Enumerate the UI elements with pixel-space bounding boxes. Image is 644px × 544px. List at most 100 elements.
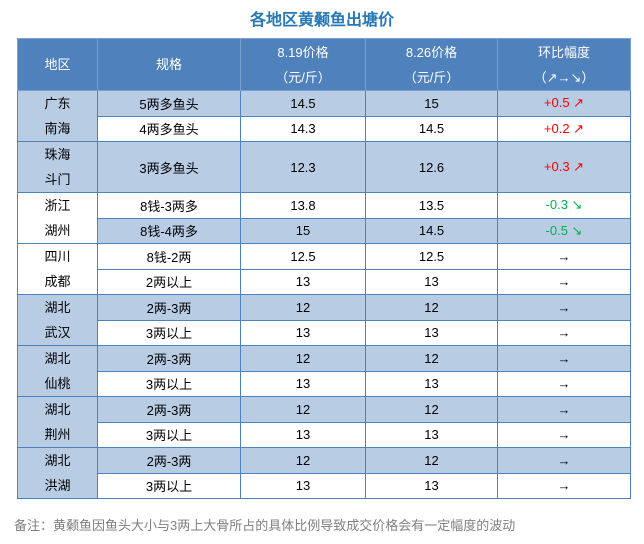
table-row: 2两以上 13 13 →	[18, 268, 631, 295]
price-826-cell: 15	[365, 90, 498, 117]
region-line: 湖北	[44, 402, 71, 417]
table-row: 8钱-4两多 15 14.5 -0.5 ↘	[18, 217, 631, 244]
price-819-cell: 12	[240, 294, 366, 321]
table-row: 四川 成都 8钱-2两 12.5 12.5 →	[17, 243, 631, 295]
price-826-cell: 13	[365, 268, 498, 295]
region-cell: 湖北 仙桃	[17, 345, 98, 397]
table-row: 湖北 荆州 2两-3两 12 12 →	[17, 396, 631, 448]
region-line: 荆州	[44, 427, 71, 442]
region-cell: 四川 成都	[17, 243, 98, 295]
price-819-cell: 14.3	[240, 115, 366, 142]
region-cell: 广东 南海	[17, 90, 98, 142]
footnote: 备注：黄颡鱼因鱼头大小与3两上大骨所占的具体比例导致成交价格会有一定幅度的波动	[14, 518, 516, 533]
region-line: 四川	[44, 249, 71, 264]
header-price-819-line2: （元/斤）	[275, 69, 331, 85]
change-cell: -0.3 ↘	[497, 192, 631, 219]
price-826-cell: 13	[365, 421, 498, 448]
change-cell: +0.2 ↗	[497, 115, 631, 142]
price-826-cell: 13	[365, 370, 498, 397]
price-819-cell: 13	[240, 472, 366, 499]
spec-cell: 3两以上	[97, 319, 241, 346]
change-cell: →	[497, 396, 631, 423]
region-cell: 珠海 斗门	[17, 141, 98, 193]
region-line: 浙江	[44, 198, 71, 213]
header-price-826: 8.26价格 （元/斤）	[365, 38, 498, 91]
region-line: 斗门	[44, 172, 71, 187]
header-change: 环比幅度 （↗→↘）	[497, 38, 631, 91]
table-row: 浙江 湖州 8钱-3两多 13.8 13.5 -0.3 ↘	[17, 192, 631, 244]
table-row: 珠海 斗门 3两多鱼头 12.3 12.6 +0.3 ↗	[17, 141, 631, 193]
table-row: 广东 南海 5两多鱼头 14.5 15 +0.5 ↗	[17, 90, 631, 142]
price-826-cell: 13	[365, 319, 498, 346]
header-spec: 规格	[97, 38, 241, 91]
price-819-cell: 13.8	[240, 192, 366, 219]
table-header: 地区 规格 8.19价格 （元/斤） 8.26价格 （元/斤） 环比幅度 （↗→…	[17, 38, 631, 91]
region-cell: 湖北 洪湖	[17, 447, 98, 499]
change-cell: →	[497, 447, 631, 474]
header-region: 地区	[17, 38, 98, 91]
spec-cell: 2两以上	[97, 268, 241, 295]
header-row: 地区 规格 8.19价格 （元/斤） 8.26价格 （元/斤） 环比幅度 （↗→…	[17, 38, 631, 91]
region-line: 湖州	[44, 223, 71, 238]
table-row: 3两以上 13 13 →	[18, 370, 631, 397]
spec-cell: 3两以上	[97, 421, 241, 448]
price-819-cell: 13	[240, 421, 366, 448]
page-title: 各地区黄颡鱼出塘价	[249, 12, 394, 29]
price-826-cell: 12.5	[365, 243, 498, 270]
spec-cell: 2两-3两	[97, 294, 241, 321]
table-row: 湖北 仙桃 2两-3两 12 12 →	[17, 345, 631, 397]
spec-cell: 5两多鱼头	[97, 90, 241, 117]
change-cell: →	[497, 472, 631, 499]
header-price-819-line1: 8.19价格	[277, 44, 329, 60]
change-cell: +0.3 ↗	[497, 141, 631, 193]
price-826-cell: 12	[365, 396, 498, 423]
price-819-cell: 14.5	[240, 90, 366, 117]
price-826-cell: 13.5	[365, 192, 498, 219]
table-row: 4两多鱼头 14.3 14.5 +0.2 ↗	[18, 115, 631, 142]
spec-cell: 4两多鱼头	[97, 115, 241, 142]
price-826-cell: 12	[365, 345, 498, 372]
region-line: 湖北	[44, 300, 71, 315]
spec-cell: 8钱-2两	[97, 243, 241, 270]
region-line: 洪湖	[44, 478, 71, 493]
price-819-cell: 13	[240, 268, 366, 295]
price-819-cell: 12	[240, 447, 366, 474]
table-row: 3两以上 13 13 →	[18, 319, 631, 346]
change-cell: →	[497, 319, 631, 346]
price-819-cell: 12.3	[240, 141, 366, 193]
price-819-cell: 13	[240, 370, 366, 397]
table-row: 湖北 洪湖 2两-3两 12 12 →	[17, 447, 631, 499]
change-cell: →	[497, 294, 631, 321]
header-region-label: 地区	[44, 57, 71, 72]
table-row: 湖北 武汉 2两-3两 12 12 →	[17, 294, 631, 346]
region-line: 武汉	[44, 325, 71, 340]
table-row: 3两以上 13 13 →	[18, 421, 631, 448]
change-cell: →	[497, 421, 631, 448]
change-cell: →	[497, 243, 631, 270]
region-line: 湖北	[44, 453, 71, 468]
price-826-cell: 13	[365, 472, 498, 499]
price-826-cell: 14.5	[365, 115, 498, 142]
spec-cell: 3两多鱼头	[97, 141, 241, 193]
region-cell: 浙江 湖州	[17, 192, 98, 244]
header-price-826-line2: （元/斤）	[403, 69, 460, 85]
region-line: 珠海	[44, 147, 71, 162]
price-table: 地区 规格 8.19价格 （元/斤） 8.26价格 （元/斤） 环比幅度 （↗→…	[17, 38, 631, 499]
change-cell: -0.5 ↘	[497, 217, 631, 244]
region-line: 广东	[44, 96, 71, 111]
price-826-cell: 12.6	[365, 141, 498, 193]
table-body: 广东 南海 5两多鱼头 14.5 15 +0.5 ↗ 4两多鱼头 14.3 14.5 +0.2 ↗…	[17, 90, 631, 499]
header-change-line2: （↗→↘）	[533, 69, 595, 85]
header-change-line1: 环比幅度	[537, 44, 590, 60]
price-826-cell: 12	[365, 294, 498, 321]
price-826-cell: 14.5	[365, 217, 498, 244]
price-819-cell: 13	[240, 319, 366, 346]
header-price-819: 8.19价格 （元/斤）	[240, 38, 366, 91]
price-819-cell: 12	[240, 396, 366, 423]
region-cell: 湖北 荆州	[17, 396, 98, 448]
region-cell: 湖北 武汉	[17, 294, 98, 346]
header-price-826-line1: 8.26价格	[405, 44, 458, 60]
region-line: 南海	[44, 121, 71, 136]
header-spec-label: 规格	[155, 57, 182, 72]
